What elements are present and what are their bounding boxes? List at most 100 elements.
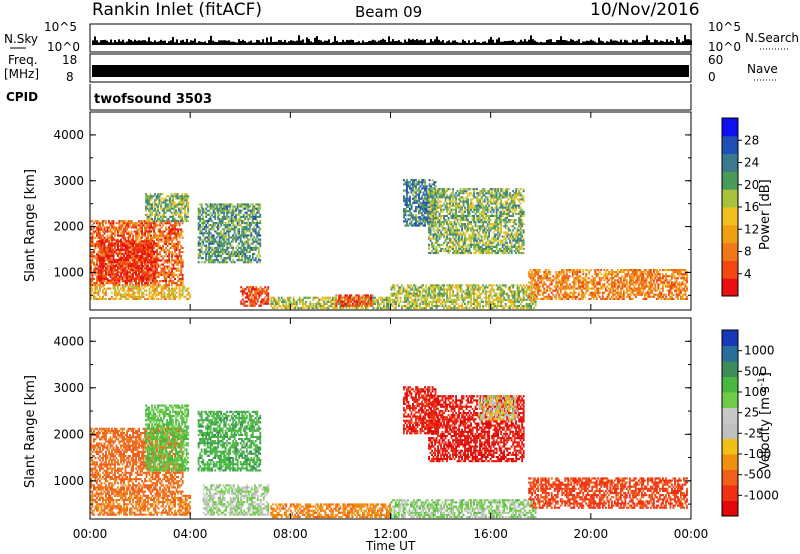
power-cell: [474, 229, 477, 232]
power-cell: [129, 234, 131, 237]
power-cell: [236, 252, 239, 255]
power-cell: [177, 234, 179, 237]
power-cell: [97, 271, 100, 274]
power-cell: [240, 302, 243, 305]
power-cell: [130, 255, 133, 258]
power-cell: [220, 261, 223, 264]
power-cell: [197, 226, 200, 229]
power-cell: [130, 222, 133, 225]
power-cell: [102, 240, 104, 243]
power-cell: [211, 226, 214, 229]
power-cell: [462, 202, 465, 205]
nsky-bar: [596, 42, 598, 45]
power-cell: [151, 289, 154, 292]
power-cell: [149, 205, 152, 208]
power-cell: [205, 228, 208, 231]
power-cell: [127, 297, 130, 300]
power-cell: [441, 194, 444, 197]
power-cell: [177, 263, 179, 266]
power-cell: [144, 248, 146, 251]
power-cell: [410, 208, 413, 211]
power-cell: [407, 185, 410, 188]
power-cell: [175, 209, 177, 212]
power-cell: [132, 250, 134, 253]
power-cell: [214, 238, 217, 241]
power-cell: [155, 213, 158, 216]
power-cell: [289, 296, 292, 299]
power-cell: [203, 261, 206, 264]
power-cell: [155, 205, 158, 208]
power-cell: [215, 257, 218, 260]
power-cell: [431, 245, 433, 248]
power-cell: [99, 282, 101, 285]
power-cell: [437, 252, 439, 255]
power-cell: [235, 234, 238, 237]
power-cell: [138, 284, 140, 287]
power-cell: [115, 238, 118, 241]
power-cell: [168, 291, 170, 294]
power-cell: [422, 210, 425, 213]
power-cell: [348, 296, 351, 299]
nsky-tick-bottom: 10^0: [47, 40, 80, 54]
power-cell: [456, 190, 459, 193]
power-cell: [138, 228, 140, 231]
power-cell: [212, 228, 215, 231]
power-cell: [214, 246, 217, 249]
nsky-bar: [462, 39, 464, 45]
power-cell: [118, 263, 121, 266]
power-cell: [370, 300, 372, 303]
power-cell: [459, 190, 462, 193]
power-cell: [476, 229, 478, 232]
nsky-bar: [412, 39, 414, 45]
power-cell: [261, 300, 264, 303]
power-cell: [111, 291, 113, 294]
power-cell: [160, 285, 163, 288]
power-cell: [100, 238, 103, 241]
power-cell: [117, 284, 119, 287]
power-cell: [252, 302, 255, 305]
power-cell: [327, 296, 330, 299]
power-cell: [356, 302, 359, 305]
power-cell: [108, 222, 110, 225]
nsky-bar: [282, 41, 284, 45]
power-cell: [377, 302, 379, 305]
power-cell: [114, 277, 116, 280]
power-cell: [105, 293, 107, 296]
power-cell: [267, 286, 270, 289]
power-cell: [211, 203, 214, 206]
power-cell: [175, 193, 177, 196]
power-cell: [136, 236, 139, 239]
power-cell: [152, 201, 155, 204]
power-cell: [410, 189, 413, 192]
power-cell: [129, 293, 131, 296]
power-cell: [450, 227, 453, 230]
power-cell: [159, 253, 161, 256]
power-cell: [157, 238, 160, 241]
power-cell: [217, 234, 220, 237]
power-cell: [289, 302, 292, 305]
power-cell: [117, 246, 119, 249]
power-cell: [440, 208, 442, 211]
power-cell: [148, 293, 151, 296]
nsky-bar: [130, 39, 132, 45]
power-cell: [148, 244, 151, 247]
power-cell: [111, 265, 113, 268]
power-cell: [203, 219, 206, 222]
power-cell: [236, 228, 239, 231]
power-cell: [404, 210, 407, 213]
power-cell: [187, 211, 190, 214]
power-cell: [129, 244, 131, 247]
power-cell: [108, 247, 110, 250]
power-cell: [182, 197, 185, 200]
power-cell: [90, 255, 92, 258]
power-cell: [155, 195, 158, 198]
power-cell: [280, 307, 283, 310]
power-cell: [118, 250, 121, 253]
power-cell: [474, 247, 477, 250]
power-cell: [115, 269, 118, 272]
power-cell: [254, 257, 257, 260]
power-cell: [96, 282, 98, 285]
nsky-bar: [396, 40, 398, 45]
power-cell: [180, 257, 183, 260]
power-cell: [150, 263, 152, 266]
